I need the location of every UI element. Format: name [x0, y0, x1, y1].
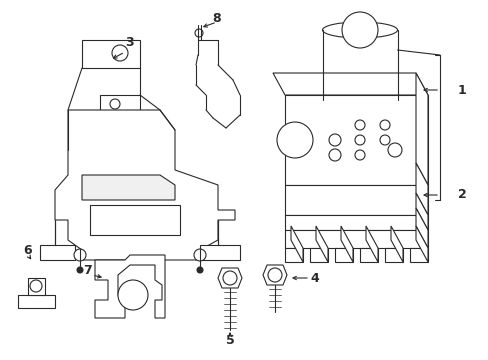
Polygon shape — [285, 215, 427, 230]
Polygon shape — [384, 248, 402, 262]
Text: 5: 5 — [225, 333, 234, 346]
Circle shape — [328, 149, 340, 161]
Polygon shape — [334, 248, 352, 262]
Polygon shape — [415, 208, 427, 248]
Polygon shape — [200, 220, 240, 260]
Text: 6: 6 — [23, 243, 32, 256]
Polygon shape — [415, 73, 427, 185]
Circle shape — [354, 150, 364, 160]
Circle shape — [197, 267, 203, 273]
Polygon shape — [82, 175, 175, 200]
Polygon shape — [285, 248, 303, 262]
Polygon shape — [218, 268, 242, 288]
Polygon shape — [285, 95, 427, 185]
Polygon shape — [100, 95, 140, 115]
Circle shape — [194, 249, 205, 261]
Circle shape — [112, 45, 128, 61]
Polygon shape — [55, 110, 235, 260]
Text: 3: 3 — [125, 36, 134, 49]
Polygon shape — [28, 278, 45, 295]
Circle shape — [354, 135, 364, 145]
Bar — [90, 205, 180, 235]
Polygon shape — [415, 226, 427, 262]
Circle shape — [354, 120, 364, 130]
Polygon shape — [365, 226, 377, 262]
Polygon shape — [309, 248, 327, 262]
Polygon shape — [409, 248, 427, 262]
Circle shape — [223, 271, 237, 285]
Polygon shape — [290, 226, 303, 262]
Polygon shape — [315, 226, 327, 262]
Polygon shape — [415, 163, 427, 215]
Polygon shape — [40, 220, 75, 260]
Polygon shape — [82, 40, 140, 68]
Polygon shape — [415, 193, 427, 230]
Polygon shape — [340, 226, 352, 262]
Circle shape — [355, 26, 363, 34]
Circle shape — [387, 143, 401, 157]
Polygon shape — [263, 265, 286, 285]
Circle shape — [276, 122, 312, 158]
Text: 8: 8 — [212, 12, 221, 24]
Polygon shape — [390, 226, 402, 262]
Polygon shape — [285, 230, 427, 248]
Circle shape — [74, 249, 86, 261]
Circle shape — [349, 20, 369, 40]
Ellipse shape — [322, 22, 397, 38]
Circle shape — [118, 280, 148, 310]
Text: 1: 1 — [457, 84, 466, 96]
Circle shape — [379, 135, 389, 145]
Polygon shape — [18, 295, 55, 308]
Circle shape — [30, 280, 42, 292]
Circle shape — [341, 12, 377, 48]
Text: 7: 7 — [83, 264, 92, 276]
Circle shape — [77, 267, 83, 273]
Text: 2: 2 — [457, 189, 466, 202]
Circle shape — [328, 134, 340, 146]
Text: 4: 4 — [310, 271, 319, 284]
Polygon shape — [95, 255, 164, 318]
Circle shape — [195, 29, 203, 37]
Ellipse shape — [322, 92, 397, 108]
Circle shape — [379, 120, 389, 130]
Polygon shape — [272, 73, 427, 95]
Polygon shape — [359, 248, 377, 262]
Polygon shape — [285, 185, 427, 215]
Circle shape — [110, 99, 120, 109]
Circle shape — [267, 268, 282, 282]
